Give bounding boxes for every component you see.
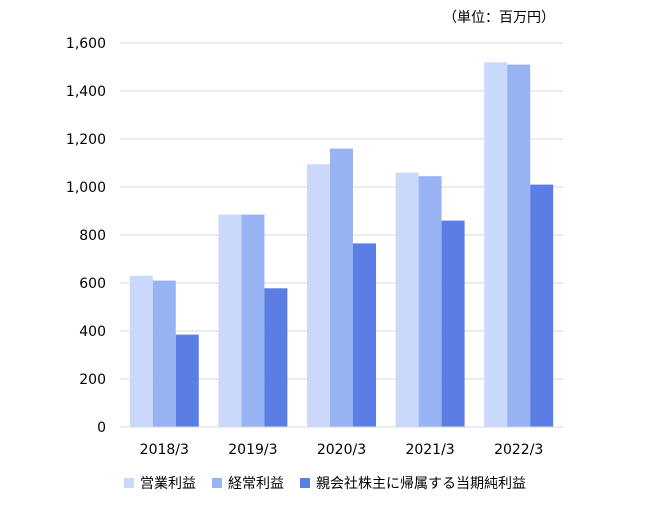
- y-tick-label: 1,000: [66, 180, 106, 196]
- bar: [330, 148, 353, 427]
- bar: [395, 172, 419, 427]
- x-tick-label: 2021/3: [405, 442, 454, 458]
- bar: [241, 214, 265, 427]
- legend-swatch: [300, 478, 310, 488]
- legend-item: 営業利益: [124, 476, 196, 492]
- y-tick-label: 1,200: [66, 132, 106, 148]
- bar: [307, 164, 330, 427]
- legend-swatch: [212, 478, 222, 488]
- legend-label: 親会社株主に帰属する当期純利益: [316, 475, 526, 492]
- y-tick-label: 1,400: [66, 84, 106, 100]
- legend-swatch: [124, 478, 134, 488]
- bar: [418, 176, 442, 427]
- legend-item: 親会社株主に帰属する当期純利益: [300, 475, 526, 492]
- bars: [129, 62, 554, 427]
- y-tick-label: 600: [79, 276, 106, 292]
- x-tick-label: 2019/3: [228, 442, 277, 458]
- x-axis-tick-labels: 2018/3 2019/3 2020/3 2021/3 2022/3: [140, 442, 544, 458]
- y-tick-label: 0: [97, 420, 106, 436]
- legend-label: 営業利益: [140, 476, 196, 492]
- x-tick-label: 2022/3: [494, 442, 543, 458]
- y-tick-label: 400: [79, 324, 106, 340]
- bar: [530, 184, 554, 427]
- y-tick-label: 1,600: [66, 36, 106, 52]
- legend: 営業利益 経常利益 親会社株主に帰属する当期純利益: [124, 475, 526, 492]
- y-tick-label: 200: [79, 372, 106, 388]
- bar: [484, 62, 508, 427]
- y-axis-tick-labels: 0 200 400 600 800 1,000 1,200 1,400 1,600: [66, 36, 106, 436]
- y-tick-label: 800: [79, 228, 106, 244]
- bar: [218, 214, 242, 427]
- bar: [129, 275, 153, 427]
- bar: [175, 334, 199, 427]
- unit-note: （単位：百万円）: [443, 10, 555, 26]
- bar: [353, 243, 376, 427]
- bar: [441, 220, 465, 427]
- bar: [152, 280, 176, 427]
- bar: [264, 288, 288, 427]
- legend-label: 経常利益: [228, 476, 284, 492]
- x-tick-label: 2020/3: [317, 442, 366, 458]
- bar: [507, 64, 531, 427]
- x-tick-label: 2018/3: [140, 442, 189, 458]
- legend-item: 経常利益: [212, 476, 284, 492]
